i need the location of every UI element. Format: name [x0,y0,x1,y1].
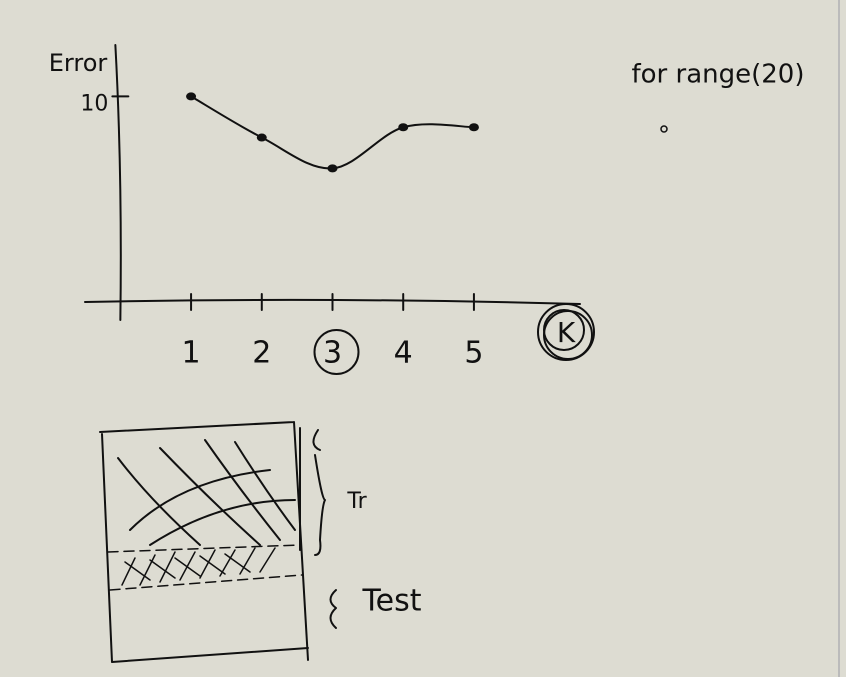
point [468,123,479,132]
y-axis-label: Error [49,49,108,77]
highlight-circle [313,329,360,375]
point [186,92,197,101]
y-axis [114,44,122,321]
x-axis-label: K [557,316,576,349]
x-tick-label: 5 [464,336,483,371]
x-tick-label: 4 [394,336,413,371]
test-label: Test [361,584,421,619]
train-label: Tr [346,489,367,514]
split-sketch [99,421,337,663]
x-tick-label: 1 [182,336,201,371]
x-tick-label: 3 [323,336,342,371]
point [398,123,409,132]
y-tick-label: 10 [80,91,108,116]
code-note: for range(20) [632,60,805,90]
point [327,164,338,173]
k-circle [543,309,585,351]
dot [660,125,668,133]
point [256,133,267,142]
x-tick-label: 2 [252,336,271,371]
k-circle [537,303,595,361]
